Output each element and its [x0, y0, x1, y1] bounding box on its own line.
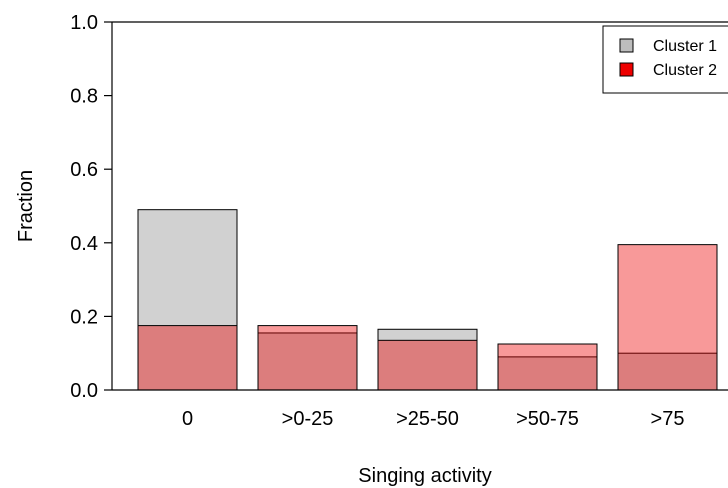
legend: Cluster 1 Cluster 2 [602, 25, 728, 94]
bar-cluster-2-4 [617, 244, 718, 391]
bars-layer [137, 209, 718, 391]
bar-cluster-1-0 [137, 209, 238, 391]
x-tick-label: >75 [651, 408, 685, 430]
bar-cluster-2-0 [137, 325, 238, 391]
x-tick-label: 0 [182, 408, 193, 430]
legend-box [602, 25, 728, 94]
bar-cluster-1-1 [257, 332, 358, 391]
y-tick-label: 1.0 [70, 12, 98, 34]
y-tick-label: 0.2 [70, 306, 98, 328]
y-tick-label: 0.0 [70, 380, 98, 402]
x-ticks: 0 >0-25 >25-50 >50-75 >75 [182, 408, 685, 430]
bar-cluster-2-2 [377, 339, 478, 391]
y-tick-label: 0.8 [70, 86, 98, 108]
bar-cluster-2-1 [257, 325, 358, 391]
legend-swatch-cluster-1 [619, 38, 634, 53]
x-tick-label: >25-50 [396, 408, 459, 430]
bar-cluster-2-3 [497, 343, 598, 391]
axes-layer [111, 21, 728, 391]
legend-swatch-cluster-2 [619, 62, 634, 77]
y-ticks: 0.0 0.2 0.4 0.6 0.8 1.0 [70, 12, 112, 402]
x-tick-label: >0-25 [282, 408, 334, 430]
legend-label-cluster-1: Cluster 1 [653, 38, 717, 55]
y-tick-label: 0.4 [70, 233, 98, 255]
y-tick-label: 0.6 [70, 159, 98, 181]
bar-cluster-1-2 [377, 328, 478, 391]
legend-label-cluster-2: Cluster 2 [653, 62, 717, 79]
x-tick-label: >50-75 [516, 408, 579, 430]
y-axis-title: Fraction [15, 170, 37, 242]
x-axis-title: Singing activity [358, 465, 491, 487]
